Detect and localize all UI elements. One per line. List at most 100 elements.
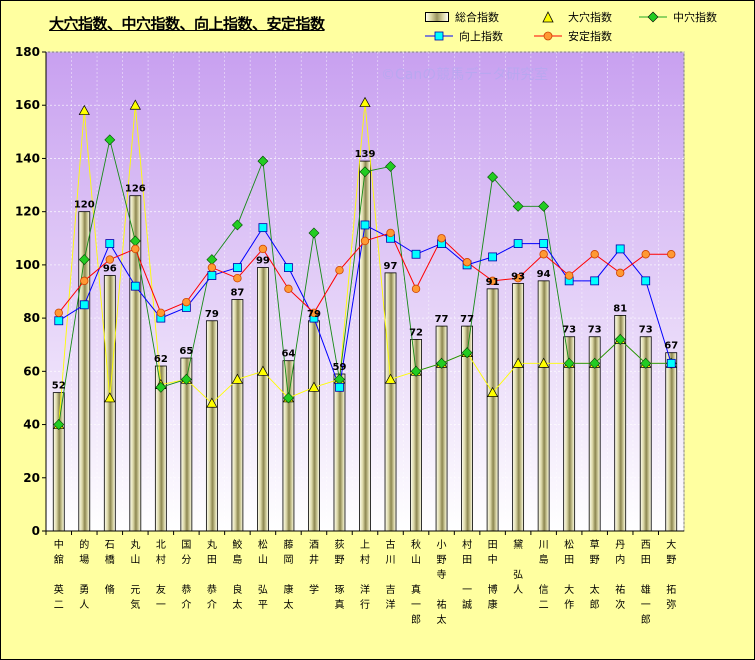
- x-tick-char: 野: [666, 554, 676, 566]
- x-tick-char: 小: [437, 539, 447, 551]
- x-tick-char: 一: [411, 600, 421, 611]
- x-tick-char: 島: [232, 553, 242, 566]
- x-tick-char: 村: [462, 538, 472, 551]
- point-circle: [258, 244, 268, 254]
- bar-23: [614, 315, 627, 532]
- point-square: [615, 244, 625, 254]
- point-diamond: [436, 357, 447, 369]
- x-tick-char: 的: [79, 538, 89, 551]
- x-tick-char: 祐: [437, 598, 447, 611]
- legend-label-chuana: 中穴指数: [673, 11, 717, 24]
- bar-value-label: 94: [537, 269, 551, 280]
- y-tick-label: 20: [23, 471, 40, 485]
- point-diamond: [614, 333, 626, 345]
- point-circle: [233, 273, 242, 283]
- x-tick-char: 吉: [386, 584, 396, 596]
- x-tick-char: 橋: [105, 553, 115, 566]
- x-tick-char: 誠: [462, 598, 472, 611]
- x-tick-char: 琢: [334, 585, 344, 596]
- bar-14: [384, 272, 397, 532]
- point-diamond: [155, 381, 167, 393]
- point-circle: [386, 228, 395, 238]
- point-square: [360, 220, 370, 230]
- bar-11: [308, 320, 320, 532]
- line-series: [53, 96, 677, 430]
- x-tick-char: 英: [54, 583, 64, 596]
- x-tick-char: 島: [539, 553, 549, 566]
- bar-value-label: 79: [205, 309, 219, 320]
- point-triangle: [104, 392, 116, 403]
- point-triangle: [308, 381, 320, 392]
- x-tick-label: 酒井学: [309, 539, 319, 596]
- bar-19: [512, 283, 525, 532]
- x-tick-char: 平: [258, 600, 268, 611]
- bar-value-label: 73: [639, 325, 653, 336]
- x-tick-char: 寺: [437, 569, 447, 581]
- x-tick-char: 友: [156, 583, 166, 596]
- point-diamond: [53, 419, 65, 430]
- bar-10: [282, 360, 295, 532]
- legend-square-icon: [425, 31, 453, 41]
- x-tick-char: 田: [641, 555, 651, 566]
- x-tick-char: 鮫: [232, 538, 242, 551]
- x-tick-char: 康: [283, 583, 293, 596]
- point-square: [130, 281, 140, 291]
- x-tick-char: 内: [615, 553, 625, 566]
- point-circle: [131, 244, 140, 254]
- point-circle: [437, 234, 446, 243]
- x-tick-char: 祐: [615, 583, 625, 596]
- point-circle: [156, 308, 166, 317]
- y-axis: 0 20 40 60 80 100 120 140 160 180: [15, 45, 47, 538]
- point-diamond: [104, 134, 116, 146]
- legend-label-total: 総合指数: [455, 11, 499, 24]
- x-tick-char: 一: [641, 600, 651, 611]
- x-tick-char: 山: [130, 554, 140, 566]
- x-tick-char: 人: [79, 599, 89, 611]
- point-circle: [539, 250, 548, 259]
- x-tick-char: 博: [488, 583, 498, 596]
- point-square: [54, 316, 64, 326]
- x-tick-char: 古: [386, 538, 396, 551]
- x-tick-char: 丸: [207, 538, 217, 551]
- x-tick-char: 中: [488, 553, 498, 566]
- x-tick-char: 郎: [590, 598, 600, 611]
- point-triangle: [206, 397, 218, 408]
- point-circle: [309, 308, 319, 317]
- point-circle: [616, 268, 625, 278]
- y-tick-label: 140: [15, 151, 40, 165]
- x-tick-char: 山: [258, 554, 268, 566]
- point-square: [666, 358, 676, 368]
- x-tick-char: 恭: [181, 584, 191, 596]
- point-square: [539, 239, 549, 249]
- bar-value-label: 62: [154, 354, 168, 365]
- y-tick-label: 100: [15, 258, 40, 272]
- point-triangle: [257, 365, 269, 376]
- point-diamond: [563, 357, 575, 369]
- x-tick-char: 分: [181, 554, 191, 566]
- legend-swatch-bar-icon: [425, 12, 449, 22]
- bar-value-label: 120: [74, 200, 95, 211]
- legend-triangle-icon: [542, 11, 554, 23]
- x-tick-char: 石: [105, 540, 115, 551]
- point-diamond: [359, 166, 371, 178]
- x-tick-char: 田: [564, 555, 574, 566]
- bar-value-label: 87: [230, 287, 244, 298]
- x-tick-char: 信: [539, 584, 549, 596]
- bar-9: [257, 267, 269, 532]
- bar-12: [333, 373, 346, 532]
- point-square: [335, 382, 344, 392]
- y-tick-label: 0: [32, 524, 40, 538]
- bar-18: [486, 288, 499, 532]
- point-circle: [411, 284, 421, 294]
- point-triangle: [538, 357, 550, 368]
- x-tick-char: 次: [615, 598, 625, 611]
- point-square: [258, 223, 268, 233]
